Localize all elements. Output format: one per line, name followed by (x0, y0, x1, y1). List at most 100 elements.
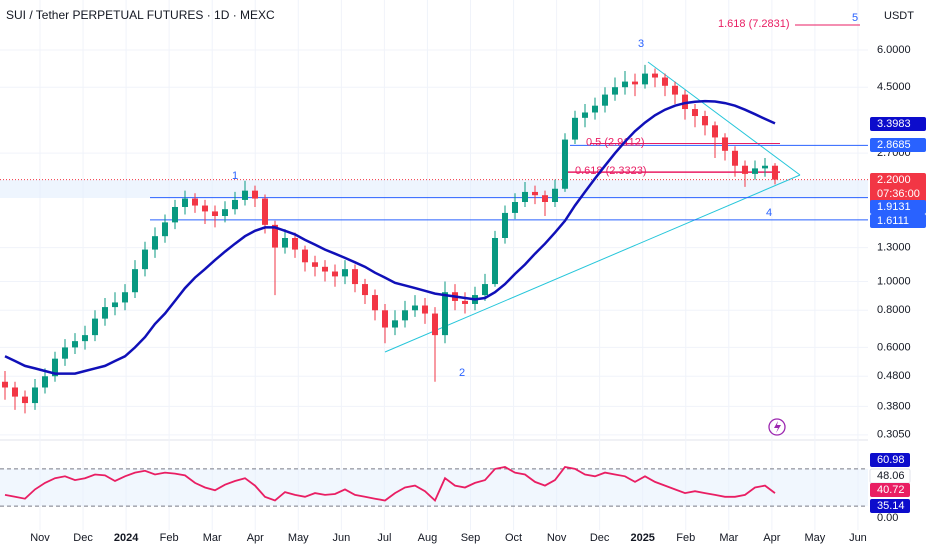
candle-body (382, 310, 388, 328)
candle-body (512, 202, 518, 213)
countdown: 07:36:00 (877, 188, 920, 200)
x-tick-label: Mar (203, 532, 222, 544)
x-tick-label: Dec (73, 532, 93, 544)
candle-body (412, 305, 418, 311)
candle-body (322, 266, 328, 272)
candle-body (522, 191, 528, 203)
candle-body (162, 222, 168, 237)
grid (0, 0, 868, 530)
candle-body (722, 137, 728, 151)
candle-body (72, 341, 78, 348)
price-label: 2.8685 (877, 139, 911, 151)
candle-body (272, 224, 278, 248)
candle-body (202, 205, 208, 212)
candle-body (612, 87, 618, 95)
candle-body (642, 73, 648, 85)
y-tick-label: 1.3000 (877, 241, 911, 253)
candle-body (542, 195, 548, 203)
alert-icon-bolt (774, 421, 781, 433)
candle-body (2, 381, 8, 388)
rsi-label: 40.72 (877, 484, 905, 496)
price-label-box (870, 200, 926, 214)
currency: USDT (884, 10, 914, 22)
rsi-label: 48.06 (877, 470, 905, 482)
candle-body (572, 117, 578, 140)
price-label: 1.6111 (877, 215, 909, 227)
wave-label: 5 (852, 12, 858, 24)
candle-body (22, 396, 28, 404)
candle-body (602, 94, 608, 106)
candle-body (552, 188, 558, 203)
candle-body (532, 191, 538, 196)
candle-body (182, 198, 188, 207)
candle-body (652, 73, 658, 78)
candle-body (372, 295, 378, 311)
candle-body (462, 300, 468, 304)
candle-body (562, 139, 568, 189)
candle-body (122, 292, 128, 303)
candle-body (232, 199, 238, 210)
candle-body (392, 320, 398, 328)
x-tick-label: Jul (377, 532, 391, 544)
y-tick-label: 0.3050 (877, 429, 911, 441)
candle-body (622, 81, 628, 88)
price-label-box (870, 117, 926, 131)
candle-body (112, 302, 118, 308)
candle-body (742, 165, 748, 174)
x-tick-label: Sep (461, 532, 481, 544)
rsi-label: 35.14 (877, 500, 905, 512)
y-tick-label: 0.8000 (877, 304, 911, 316)
candle-body (352, 269, 358, 285)
price-label: 2.2000 (877, 174, 911, 186)
x-tick-label: 2025 (630, 532, 654, 544)
candle-body (482, 284, 488, 296)
candle-body (282, 238, 288, 248)
candle-body (692, 109, 698, 117)
x-tick-label: Apr (763, 532, 780, 544)
candle-body (52, 358, 58, 377)
x-tick-label: 2024 (114, 532, 139, 544)
candle-body (762, 165, 768, 169)
x-tick-label: Nov (547, 532, 567, 544)
wave-label: 3 (638, 38, 644, 50)
moving-average (4, 99, 776, 375)
candle-body (192, 198, 198, 206)
candle-body (252, 190, 258, 199)
candle-body (752, 168, 758, 174)
x-tick-label: Oct (505, 532, 522, 544)
candle-body (262, 198, 268, 225)
candle-body (502, 212, 508, 239)
candle-body (672, 85, 678, 95)
fib-label: 0.5 (2.9112) (586, 136, 645, 148)
y-tick-label: 0.4800 (877, 370, 911, 382)
rsi-label-box (870, 499, 910, 513)
candle-body (222, 209, 228, 217)
candle-body (102, 307, 108, 319)
rsi-label-box (870, 483, 910, 497)
x-tick-label: Feb (676, 532, 695, 544)
rsi-label: 0.00 (877, 512, 898, 524)
candle-body (442, 292, 448, 336)
rsi-line (4, 466, 776, 503)
candle-body (242, 190, 248, 200)
candle-body (732, 150, 738, 166)
candle-body (342, 269, 348, 277)
x-tick-label: Apr (247, 532, 264, 544)
alert-icon[interactable] (768, 418, 786, 436)
wave-label: 4 (766, 207, 772, 219)
y-tick-label: 1.0000 (877, 275, 911, 287)
x-tick-label: Mar (719, 532, 738, 544)
candle-body (172, 206, 178, 223)
candle-body (492, 238, 498, 285)
candle-body (32, 387, 38, 404)
candle-body (432, 313, 438, 336)
candle-body (12, 387, 18, 397)
rsi-label: 60.98 (877, 454, 905, 466)
zone-shade (0, 180, 868, 198)
candle-body (582, 112, 588, 118)
x-tick-label: Jun (849, 532, 867, 544)
candle-body (42, 376, 48, 388)
x-tick-label: Feb (160, 532, 179, 544)
